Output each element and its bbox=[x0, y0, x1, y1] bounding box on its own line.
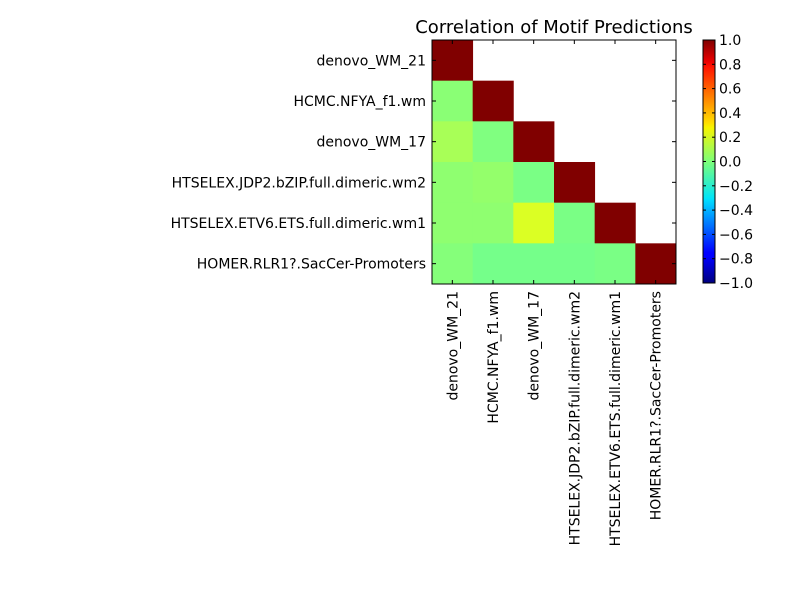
heatmap-cell bbox=[432, 40, 474, 82]
heatmap-cell bbox=[513, 243, 555, 285]
colorbar-tick-label: −0.8 bbox=[719, 252, 753, 268]
plot-frame bbox=[431, 39, 677, 285]
heatmap-cell bbox=[594, 243, 636, 285]
heatmap-cells bbox=[432, 40, 677, 285]
y-tick-label: HOMER.RLR1?.SacCer-Promoters bbox=[197, 257, 426, 273]
x-tick-label: HTSELEX.ETV6.ETS.full.dimeric.wm1 bbox=[608, 291, 624, 546]
y-tick-label: denovo_WM_21 bbox=[316, 53, 426, 69]
heatmap-cell bbox=[554, 202, 596, 244]
colorbar-tick-label: 0.6 bbox=[719, 82, 741, 98]
colorbar-tick-label: 0.2 bbox=[719, 130, 741, 146]
x-tick-labels: denovo_WM_21 HCMC.NFYA_f1.wm denovo_WM_17 H… bbox=[445, 291, 664, 546]
heatmap-cell bbox=[513, 202, 555, 244]
y-tick-label: HTSELEX.JDP2.bZIP.full.dimeric.wm2 bbox=[172, 175, 426, 191]
heatmap-cell bbox=[472, 243, 514, 285]
colorbar-tick-label: −1.0 bbox=[719, 276, 753, 292]
colorbar-tick-label: −0.2 bbox=[719, 179, 753, 195]
heatmap-cell bbox=[635, 243, 677, 285]
x-tick-label: HTSELEX.JDP2.bZIP.full.dimeric.wm2 bbox=[567, 291, 583, 545]
colorbar-tick-label: −0.6 bbox=[719, 227, 753, 243]
colorbar-tick-label: 1.0 bbox=[719, 33, 741, 49]
x-tick-label: denovo_WM_17 bbox=[527, 291, 543, 401]
heatmap-cell bbox=[472, 202, 514, 244]
x-tick-label: HOMER.RLR1?.SacCer-Promoters bbox=[649, 291, 665, 520]
heatmap-cell bbox=[513, 121, 555, 163]
y-tick-label: denovo_WM_17 bbox=[316, 135, 426, 151]
y-tick-label: HCMC.NFYA_f1.wm bbox=[293, 94, 426, 110]
heatmap-cell bbox=[432, 80, 474, 122]
heatmap-cell bbox=[554, 162, 596, 204]
heatmap-cell bbox=[594, 202, 636, 244]
x-tick-label: denovo_WM_21 bbox=[445, 291, 461, 401]
colorbar-tick-label: 0.8 bbox=[719, 57, 741, 73]
heatmap-cell bbox=[432, 202, 474, 244]
heatmap-cell bbox=[432, 121, 474, 163]
heatmap-cell bbox=[472, 121, 514, 163]
heatmap-cell bbox=[472, 80, 514, 122]
heatmap-cell bbox=[472, 162, 514, 204]
heatmap-cell bbox=[432, 243, 474, 285]
colorbar-ticks: 1.0 0.8 0.6 0.4 0.2 0.0 −0.2 −0.4 −0.6 −0.8 −1.0 bbox=[703, 33, 753, 292]
colorbar-tick-label: 0.0 bbox=[719, 155, 741, 171]
x-tick-label: HCMC.NFYA_f1.wm bbox=[486, 291, 502, 424]
colorbar-tick-label: 0.4 bbox=[719, 106, 741, 122]
heatmap-cell bbox=[554, 243, 596, 285]
y-tick-label: HTSELEX.ETV6.ETS.full.dimeric.wm1 bbox=[171, 216, 426, 232]
axis-ticks bbox=[432, 40, 676, 284]
colorbar-tick-label: −0.4 bbox=[719, 203, 753, 219]
y-tick-labels: denovo_WM_21 HCMC.NFYA_f1.wm denovo_WM_17 H… bbox=[171, 53, 426, 272]
heatmap-cell bbox=[432, 162, 474, 204]
chart-title: Correlation of Motif Predictions bbox=[415, 17, 693, 38]
heatmap-cell bbox=[513, 162, 555, 204]
